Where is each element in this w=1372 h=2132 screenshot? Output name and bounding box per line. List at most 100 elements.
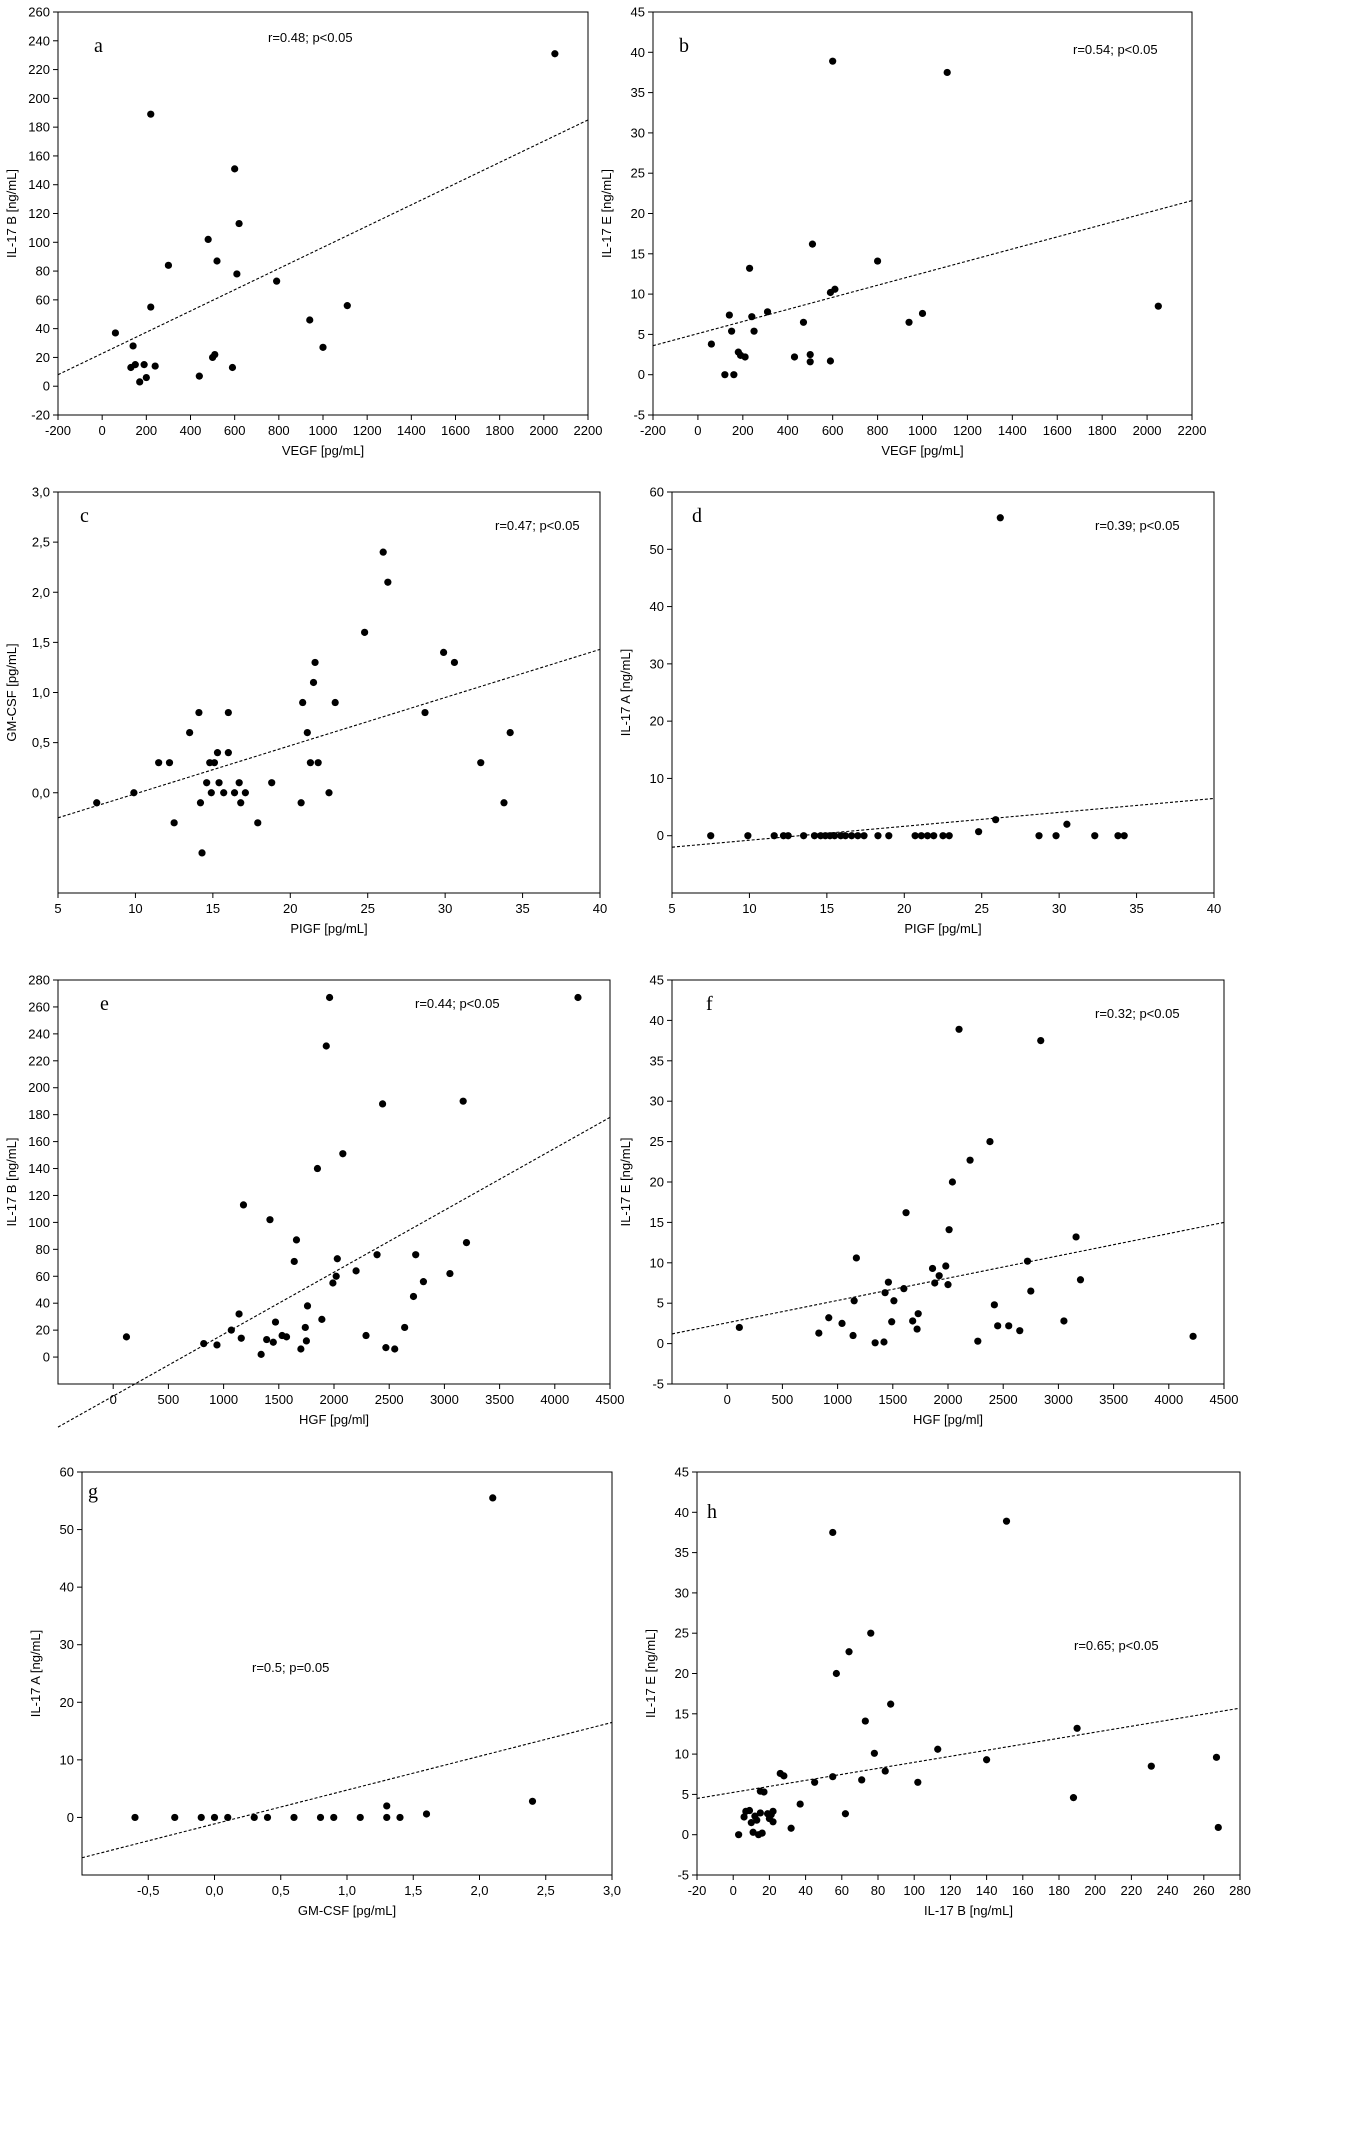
data-point — [748, 313, 756, 321]
data-point — [213, 1341, 221, 1349]
panel-letter: a — [94, 35, 103, 57]
regression-line — [652, 200, 1193, 347]
data-point — [841, 832, 850, 840]
data-point — [1016, 1327, 1024, 1335]
data-point — [829, 1773, 837, 1781]
data-point — [257, 1350, 265, 1358]
data-point — [890, 1297, 898, 1305]
x-tick-label: 280 — [1229, 1883, 1251, 1898]
data-point — [282, 1333, 291, 1341]
y-tick-label: 15 — [650, 1215, 664, 1230]
data-point — [155, 759, 163, 767]
data-point — [412, 1251, 420, 1259]
x-tick-label: 160 — [1012, 1883, 1034, 1898]
data-point — [1002, 1517, 1011, 1525]
y-tick-label: 120 — [28, 1188, 50, 1203]
data-point — [263, 1813, 272, 1822]
panel-letter: d — [692, 505, 702, 527]
chart-panel-b: -200 0 200 400 600 800 1000 1200 1400 1600 1800 200… — [599, 5, 1206, 459]
data-point — [1052, 832, 1060, 840]
data-point — [880, 1338, 888, 1346]
correlation-annotation: r=0.44; p<0.05 — [415, 996, 500, 1011]
data-point — [147, 110, 155, 118]
data-point — [806, 350, 814, 359]
y-tick-label: 160 — [28, 1134, 50, 1149]
x-axis-label: IL-17 B [ng/mL] — [924, 1903, 1013, 1918]
y-axis-label: IL-17 A [ng/mL] — [618, 649, 633, 736]
data-point — [914, 1778, 922, 1786]
data-point — [885, 832, 893, 840]
x-tick-label: 120 — [940, 1883, 962, 1898]
data-point — [725, 311, 733, 319]
data-point — [917, 832, 925, 840]
x-tick-label: 15 — [206, 901, 220, 916]
data-point — [195, 708, 203, 717]
data-point — [266, 1216, 274, 1224]
data-point — [810, 832, 819, 840]
data-point — [741, 353, 749, 361]
data-point — [860, 832, 868, 840]
data-point — [489, 1494, 497, 1502]
y-tick-label: 280 — [28, 973, 50, 988]
data-point — [1114, 832, 1122, 840]
y-tick-label: 220 — [28, 62, 50, 77]
data-point — [213, 749, 222, 757]
data-point — [235, 219, 243, 228]
data-point — [325, 789, 333, 797]
x-tick-label: 200 — [135, 423, 157, 438]
x-tick-label: 2,0 — [470, 1883, 488, 1898]
data-point — [528, 1797, 537, 1805]
data-point — [235, 1310, 243, 1318]
y-tick-label: 25 — [675, 1626, 689, 1641]
y-tick-label: 0 — [657, 828, 664, 843]
x-tick-label: 140 — [976, 1883, 998, 1898]
x-tick-label: 1400 — [397, 423, 426, 438]
data-point — [826, 357, 835, 365]
data-point — [422, 1810, 431, 1818]
data-point — [439, 648, 448, 657]
x-tick-label: 3,0 — [603, 1883, 621, 1898]
x-tick-label: 35 — [515, 901, 529, 916]
data-point — [900, 1285, 908, 1293]
data-point — [362, 1331, 370, 1340]
data-point — [93, 799, 101, 807]
data-point — [352, 1267, 360, 1275]
data-point — [753, 1816, 761, 1824]
data-point — [197, 1813, 205, 1822]
data-point — [966, 1156, 974, 1164]
y-tick-label: 220 — [28, 1053, 50, 1068]
data-point — [1023, 1257, 1032, 1265]
x-tick-label: 4000 — [1154, 1392, 1183, 1407]
y-tick-label: 20 — [36, 350, 50, 365]
data-point — [329, 1279, 337, 1287]
y-tick-label: 30 — [675, 1585, 689, 1600]
data-point — [271, 1318, 280, 1326]
data-point — [849, 1331, 857, 1340]
data-point — [241, 789, 249, 797]
panel-letter: h — [707, 1501, 717, 1523]
data-point — [391, 1345, 399, 1353]
data-point — [213, 257, 221, 265]
y-tick-label: 200 — [28, 91, 50, 106]
data-point — [1076, 1276, 1085, 1284]
x-tick-label: 20 — [283, 901, 297, 916]
data-point — [806, 358, 814, 366]
y-tick-label: 40 — [36, 321, 50, 336]
plot-frame — [671, 491, 1215, 894]
x-tick-label: 1000 — [209, 1392, 238, 1407]
panel-letter: b — [679, 35, 689, 57]
x-tick-label: 2,5 — [537, 1883, 555, 1898]
data-point — [384, 578, 392, 586]
data-point — [207, 789, 215, 797]
data-point — [935, 1272, 943, 1280]
data-point — [918, 309, 927, 318]
y-tick-label: 35 — [631, 85, 645, 100]
data-point — [382, 1344, 390, 1352]
y-tick-label: 120 — [28, 206, 50, 221]
y-axis-label: IL-17 E [ng/mL] — [618, 1138, 633, 1227]
y-tick-label: 20 — [675, 1666, 689, 1681]
y-tick-label: 0 — [43, 379, 50, 394]
data-point — [333, 1255, 341, 1263]
data-point — [239, 1201, 248, 1209]
plot-frame — [81, 1471, 613, 1876]
